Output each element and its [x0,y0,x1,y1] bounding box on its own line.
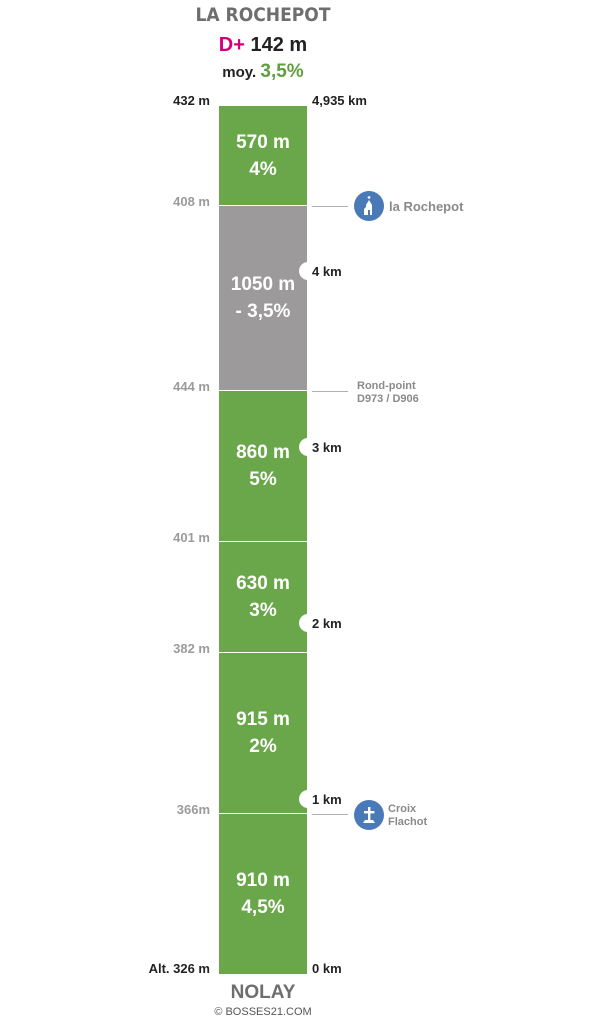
climb-title: LA ROCHEPOT [195,4,331,26]
poi-line: Croix [388,803,417,815]
segment-5: 1050 m - 3,5% [219,206,307,390]
altitude-start: Alt. 326 m [148,961,210,976]
average-gradient: moy. 3,5% [0,61,526,83]
dplus-prefix: D+ [218,34,245,56]
segment-length: 570 m [236,131,290,153]
km-notch [299,438,317,456]
poi-la-rochepot: la Rochepot [389,199,464,214]
copyright: © BOSSES21.COM [214,1006,312,1018]
poi-leader-line [312,814,348,815]
km-notch [299,790,317,808]
altitude-summit: 432 m [173,93,210,108]
segment-4: 860 m 5% [219,391,307,541]
poi-line: D973 / D906 [357,393,419,405]
altitude-label: 444 m [173,379,210,394]
poi-croix-flachot: Croix Flachot [388,803,427,829]
segment-grade: 2% [249,736,277,757]
segment-length: 630 m [236,573,290,594]
segment-grade: 5% [249,469,277,490]
cross-icon [354,800,384,830]
segment-grade: - 3,5% [235,301,291,322]
km-label: 1 km [312,792,342,807]
km-total: 4,935 km [312,93,367,108]
altitude-label: 366m [176,802,210,817]
km-notch [299,614,317,632]
km-label: 4 km [312,264,342,279]
km-label: 0 km [312,961,342,976]
poi-roundabout: Rond-point D973 / D906 [357,380,419,406]
segment-grade: 3% [249,600,277,621]
segment-3: 630 m 3% [219,542,307,652]
poi-leader-line [312,391,348,392]
moy-value: 3,5% [260,61,304,82]
segment-2: 915 m 2% [219,653,307,813]
poi-line: Flachot [388,816,428,828]
segment-length: 915 m [236,709,290,730]
segment-grade: 4% [249,158,277,180]
moy-prefix: moy. [222,64,257,81]
elevation-gain: D+ 142 m [0,34,526,57]
segment-length: 860 m [236,442,290,463]
church-icon [354,191,384,221]
start-location: NOLAY [230,982,296,1003]
poi-line: Rond-point [357,380,416,392]
poi-leader-line [312,206,348,207]
dplus-value: 142 m [250,34,308,56]
km-label: 3 km [312,440,342,455]
segment-6: 570 m 4% [219,106,307,205]
segment-1: 910 m 4,5% [219,814,307,974]
altitude-label: 401 m [173,530,210,545]
segment-length: 910 m [236,870,290,891]
segment-grade: 4,5% [241,897,285,918]
km-label: 2 km [312,616,342,631]
km-notch [299,262,317,280]
segment-length: 1050 m [230,274,296,295]
altitude-label: 382 m [173,641,210,656]
altitude-label: 408 m [173,194,210,209]
